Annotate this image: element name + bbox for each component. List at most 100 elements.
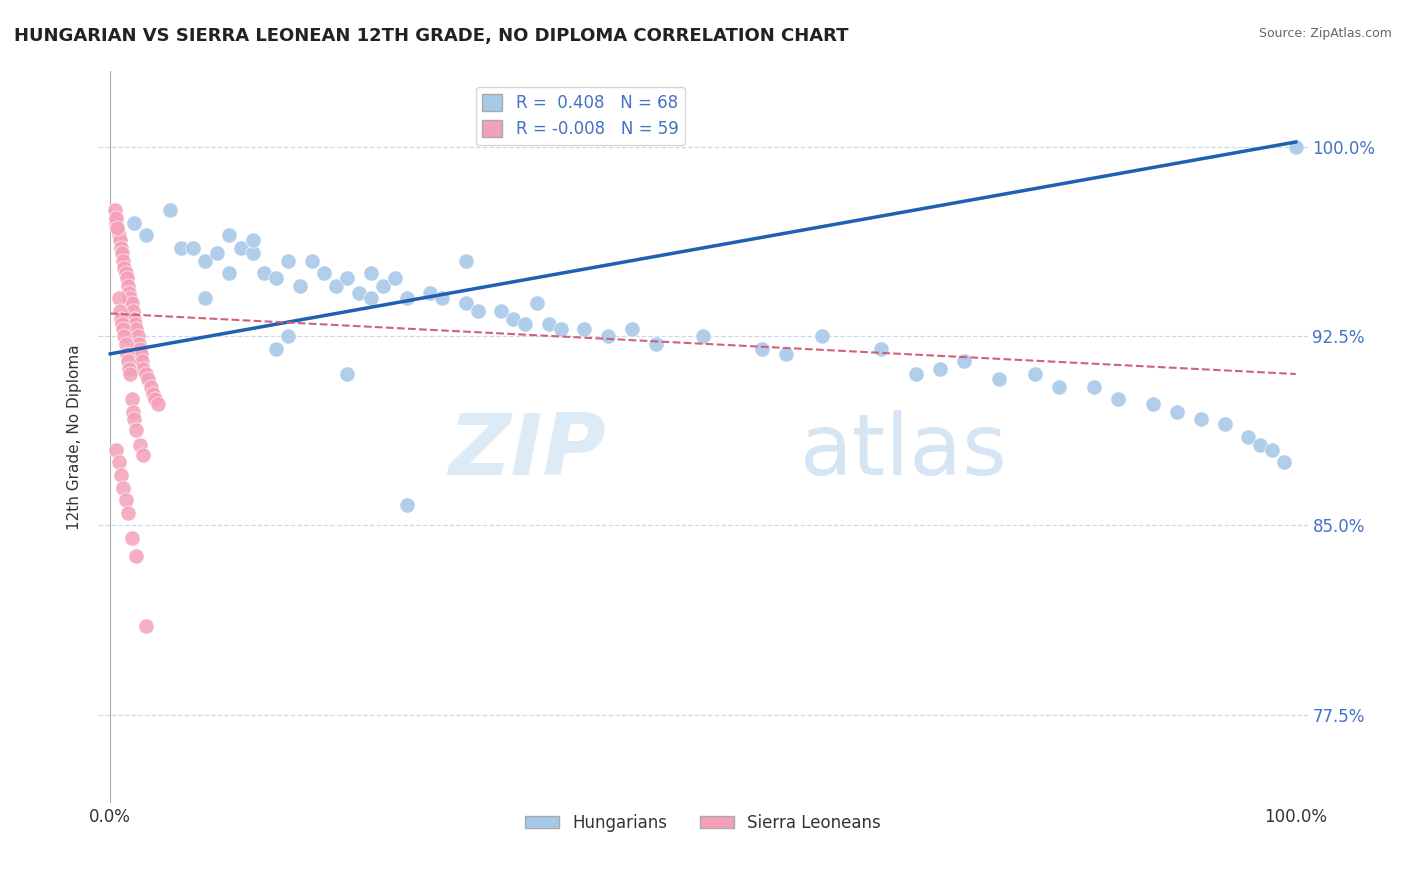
- Point: [125, 549, 148, 563]
- Point: [644, 336, 666, 351]
- Point: [432, 291, 454, 305]
- Point: [129, 342, 152, 356]
- Point: [135, 367, 157, 381]
- Point: [218, 228, 240, 243]
- Point: [125, 321, 148, 335]
- Point: [135, 619, 157, 633]
- Point: [125, 423, 148, 437]
- Point: [129, 437, 152, 451]
- Point: [1272, 455, 1295, 469]
- Point: [253, 266, 276, 280]
- Point: [336, 367, 359, 381]
- Point: [114, 493, 136, 508]
- Point: [347, 286, 370, 301]
- Point: [117, 354, 139, 368]
- Point: [194, 291, 217, 305]
- Point: [454, 253, 477, 268]
- Point: [132, 448, 155, 462]
- Point: [1142, 397, 1164, 411]
- Point: [395, 498, 418, 512]
- Point: [810, 329, 832, 343]
- Point: [194, 253, 217, 268]
- Point: [1024, 367, 1046, 381]
- Point: [1237, 430, 1260, 444]
- Point: [118, 362, 141, 376]
- Point: [371, 278, 394, 293]
- Point: [491, 304, 513, 318]
- Point: [112, 481, 135, 495]
- Point: [1166, 405, 1188, 419]
- Point: [105, 216, 128, 230]
- Point: [1213, 417, 1236, 432]
- Point: [117, 278, 139, 293]
- Point: [1285, 140, 1308, 154]
- Point: [142, 387, 165, 401]
- Point: [136, 372, 159, 386]
- Point: [121, 304, 143, 318]
- Point: [454, 296, 477, 310]
- Point: [110, 311, 132, 326]
- Point: [301, 253, 323, 268]
- Point: [112, 253, 135, 268]
- Point: [114, 266, 136, 280]
- Text: ZIP: ZIP: [449, 410, 606, 493]
- Point: [159, 203, 181, 218]
- Point: [325, 278, 347, 293]
- Point: [121, 405, 143, 419]
- Point: [107, 228, 129, 243]
- Point: [277, 253, 299, 268]
- Point: [360, 266, 382, 280]
- Point: [108, 304, 131, 318]
- Point: [170, 241, 193, 255]
- Point: [131, 354, 153, 368]
- Point: [181, 241, 204, 255]
- Point: [110, 241, 132, 255]
- Point: [122, 412, 145, 426]
- Point: [146, 397, 169, 411]
- Point: [143, 392, 166, 407]
- Point: [550, 321, 572, 335]
- Point: [502, 311, 524, 326]
- Point: [117, 506, 139, 520]
- Point: [127, 329, 149, 343]
- Point: [620, 321, 643, 335]
- Point: [242, 246, 264, 260]
- Point: [111, 246, 134, 260]
- Point: [120, 291, 142, 305]
- Point: [114, 329, 136, 343]
- Point: [264, 342, 287, 356]
- Point: [121, 296, 143, 310]
- Point: [105, 220, 128, 235]
- Point: [1189, 412, 1212, 426]
- Point: [598, 329, 620, 343]
- Point: [988, 372, 1011, 386]
- Point: [124, 317, 146, 331]
- Point: [277, 329, 299, 343]
- Point: [242, 233, 264, 247]
- Point: [121, 392, 143, 407]
- Point: [1261, 442, 1284, 457]
- Legend: Hungarians, Sierra Leoneans: Hungarians, Sierra Leoneans: [519, 807, 887, 838]
- Point: [360, 291, 382, 305]
- Point: [312, 266, 335, 280]
- Point: [108, 233, 131, 247]
- Point: [905, 367, 928, 381]
- Point: [537, 317, 560, 331]
- Point: [395, 291, 418, 305]
- Point: [1107, 392, 1129, 407]
- Point: [118, 286, 141, 301]
- Point: [129, 347, 152, 361]
- Point: [105, 220, 128, 235]
- Point: [229, 241, 252, 255]
- Point: [115, 271, 138, 285]
- Point: [515, 317, 537, 331]
- Point: [122, 216, 145, 230]
- Point: [135, 228, 157, 243]
- Point: [132, 362, 155, 376]
- Point: [264, 271, 287, 285]
- Point: [107, 455, 129, 469]
- Point: [288, 278, 311, 293]
- Point: [692, 329, 714, 343]
- Point: [574, 321, 596, 335]
- Point: [218, 266, 240, 280]
